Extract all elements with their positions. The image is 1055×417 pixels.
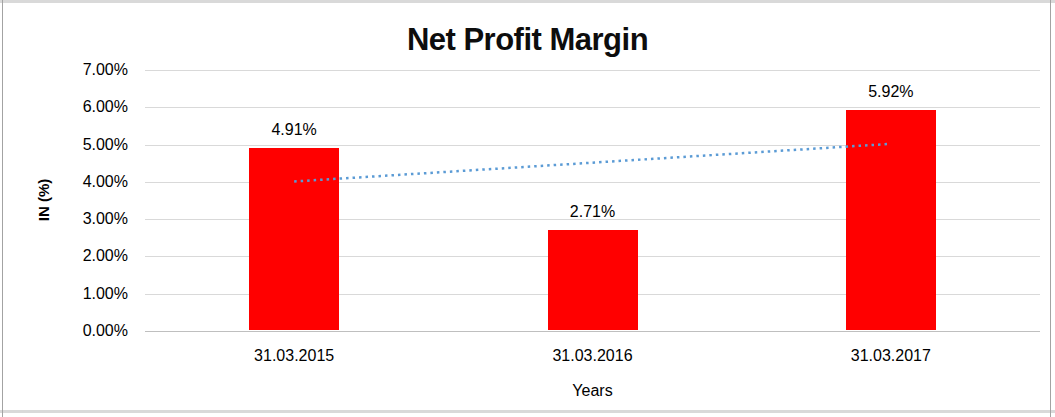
y-tick-label: 3.00% [30, 210, 128, 228]
x-axis-line [145, 331, 1040, 332]
y-tick-label: 1.00% [30, 285, 128, 303]
trendline [145, 70, 1040, 331]
chart-border-left [2, 0, 3, 417]
net-profit-margin-chart: Net Profit Margin IN (%) 4.91%2.71%5.92%… [0, 0, 1055, 417]
chart-border-bottom [0, 410, 1055, 413]
y-tick-label: 5.00% [30, 136, 128, 154]
y-tick-label: 2.00% [30, 247, 128, 265]
x-axis-title: Years [145, 382, 1040, 400]
x-tick-label: 31.03.2016 [513, 347, 673, 365]
chart-border-top [0, 0, 1055, 3]
x-tick-label: 31.03.2015 [214, 347, 374, 365]
chart-border-right [1050, 0, 1051, 417]
chart-title: Net Profit Margin [0, 22, 1055, 58]
y-tick-label: 4.00% [30, 173, 128, 191]
y-tick-label: 0.00% [30, 322, 128, 340]
y-tick-label: 7.00% [30, 61, 128, 79]
plot-area: 4.91%2.71%5.92% [145, 70, 1040, 331]
x-tick-label: 31.03.2017 [811, 347, 971, 365]
y-tick-label: 6.00% [30, 98, 128, 116]
